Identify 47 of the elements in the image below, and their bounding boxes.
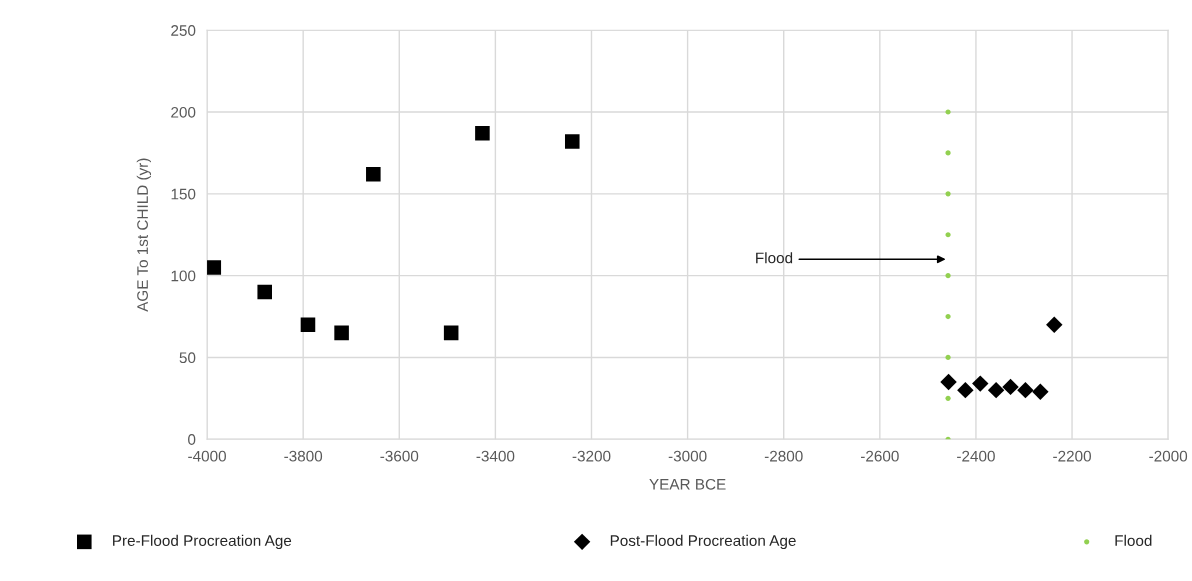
- point: [300, 317, 316, 332]
- point: [366, 166, 381, 182]
- x-tick-label: -2800: [764, 450, 803, 462]
- y-tick-label: 100: [171, 270, 196, 282]
- point: [945, 273, 951, 279]
- point: [940, 373, 957, 391]
- point: [945, 191, 951, 197]
- x-tick-label: -4000: [188, 450, 226, 462]
- y-tick-label: 150: [171, 188, 196, 200]
- x-tick-label: -2600: [860, 450, 899, 462]
- point: [945, 232, 951, 238]
- point: [945, 109, 951, 115]
- point: [443, 325, 459, 341]
- point: [334, 325, 349, 341]
- point: [1002, 378, 1019, 396]
- point: [945, 395, 951, 401]
- y-tick-label: 200: [171, 106, 196, 118]
- point: [945, 354, 951, 361]
- x-tick-label: -3600: [380, 450, 419, 462]
- point: [972, 375, 989, 392]
- legend-label: Pre-Flood Procreation Age: [113, 534, 292, 550]
- point: [207, 260, 222, 275]
- x-tick-label: -3000: [668, 450, 707, 462]
- x-tick-label: -2000: [1149, 450, 1188, 462]
- x-tick-label: -3200: [572, 450, 611, 462]
- legend-label: Post-Flood Procreation Age: [610, 534, 796, 550]
- y-axis-title: AGE To 1st CHILD (yr): [136, 158, 152, 312]
- x-axis-title: YEAR BCE: [649, 478, 726, 490]
- point: [987, 381, 1005, 399]
- point: [257, 284, 272, 300]
- legend-label: Flood: [1115, 534, 1152, 547]
- point: [1032, 383, 1049, 401]
- annotation: Flood: [756, 252, 793, 264]
- point: [945, 150, 951, 156]
- y-tick-label: 50: [179, 352, 196, 364]
- point: [564, 134, 580, 149]
- y-tick-label: 250: [171, 25, 196, 36]
- point: [957, 381, 974, 399]
- y-tick-label: 0: [188, 434, 196, 445]
- point: [945, 313, 951, 320]
- x-tick-label: -3400: [476, 450, 515, 462]
- point: [1046, 316, 1063, 333]
- x-tick-label: -3800: [284, 450, 323, 462]
- x-tick-label: -2400: [957, 450, 995, 462]
- point: [1017, 381, 1034, 399]
- x-tick-label: -2200: [1053, 450, 1091, 462]
- point: [475, 126, 490, 141]
